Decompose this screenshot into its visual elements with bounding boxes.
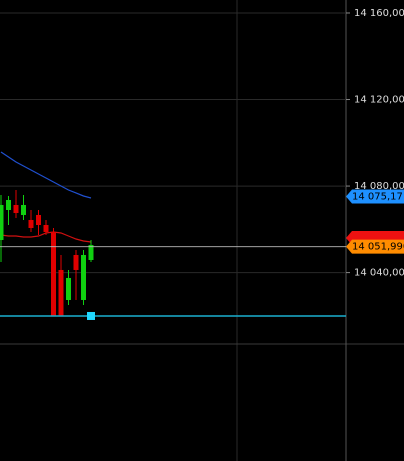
level-handle — [87, 311, 95, 320]
y-tick-label: 14 080,000 — [354, 181, 404, 192]
candle-body — [88, 244, 94, 260]
candle-body — [13, 204, 19, 213]
candle-body — [0, 204, 4, 240]
candle-body — [81, 254, 86, 300]
y-tick-label: 14 160,000 — [354, 8, 404, 19]
candle-body — [6, 199, 11, 210]
candle-body — [21, 204, 26, 215]
price-tag — [346, 189, 404, 204]
price-tag-label: 14 075,17 — [352, 192, 403, 203]
candle-body — [28, 219, 34, 228]
candle-body — [36, 214, 41, 226]
y-tick-label: 14 120,000 — [354, 95, 404, 106]
candle-body — [66, 277, 71, 300]
y-tick-label: 14 040,000 — [354, 268, 404, 279]
candle-body — [73, 254, 79, 270]
candle-body — [43, 225, 49, 232]
price-tag-label: 14 051,990 — [352, 242, 404, 253]
candle-body — [51, 231, 56, 316]
price-tag — [346, 239, 404, 254]
candle-body — [58, 269, 64, 316]
moving-average — [0, 151, 92, 199]
